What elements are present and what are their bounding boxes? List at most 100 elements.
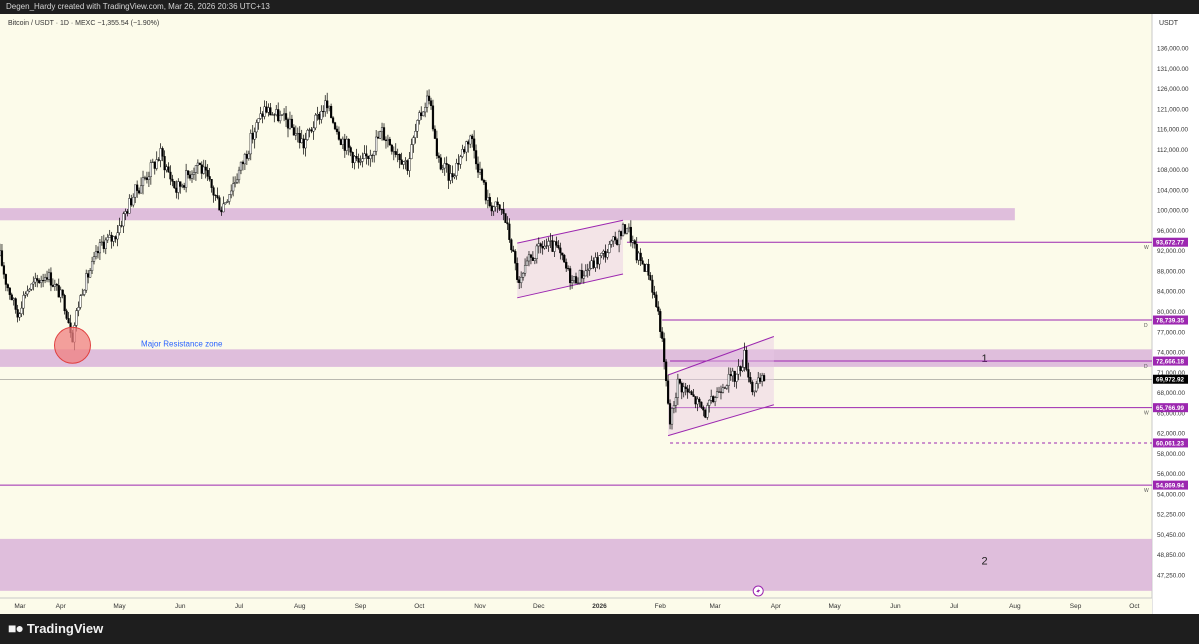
y-tick-label: 84,000.00 <box>1157 289 1186 296</box>
candle-body-110 <box>214 194 217 196</box>
price-axis[interactable]: 136,000.00 131,000.00 126,000.00 121,000.00… <box>1153 46 1189 580</box>
candle-body-220 <box>429 100 433 107</box>
candle-body-65 <box>126 211 129 214</box>
candle-body-377 <box>737 366 740 375</box>
candle-body-139 <box>271 114 274 116</box>
candle-body-141 <box>275 109 278 115</box>
y-tick-label: 54,000.00 <box>1157 491 1186 498</box>
candle-body-333 <box>651 279 654 293</box>
candle-body-211 <box>412 137 415 145</box>
x-tick-label: Mar <box>14 603 26 610</box>
x-tick-label: May <box>828 603 841 610</box>
candle-body-164 <box>320 111 323 120</box>
candle-body-168 <box>328 105 331 109</box>
x-tick-label: Jun <box>890 603 901 610</box>
candle-body-234 <box>457 162 460 165</box>
y-tick-label: 58,000.00 <box>1157 451 1186 458</box>
candle-body-201 <box>392 151 395 153</box>
candle-body-74 <box>143 177 147 179</box>
candle-body-293 <box>572 276 576 281</box>
candle-body-109 <box>212 187 215 196</box>
candle-body-183 <box>357 158 360 163</box>
candle-body-172 <box>335 128 339 133</box>
candle-body-150 <box>292 127 295 136</box>
candle-body-194 <box>378 131 382 139</box>
candle-body-313 <box>612 236 615 242</box>
candle-body-272 <box>531 257 534 261</box>
symbol-line: Bitcoin / USDT · 1D · MEXC −1,355.54 (−1… <box>8 20 159 27</box>
candle-body-185 <box>361 158 364 162</box>
zone-3 <box>0 538 1152 591</box>
candle-body-77 <box>149 162 152 178</box>
candle-body-228 <box>445 163 448 165</box>
x-tick-label: Jul <box>235 603 244 610</box>
tradingview-logo[interactable]: ■● TradingView <box>8 620 103 636</box>
candle-body-127 <box>247 153 250 159</box>
candle-body-373 <box>729 374 732 377</box>
candle-body-329 <box>643 264 646 272</box>
candle-body-182 <box>355 156 358 159</box>
x-tick-label: Oct <box>414 603 424 610</box>
candle-body-79 <box>153 161 156 169</box>
candle-body-88 <box>171 178 174 182</box>
candle-body-320 <box>625 228 629 234</box>
price-axis-background <box>1152 14 1199 614</box>
candle-body-193 <box>377 136 380 139</box>
candle-body-261 <box>510 239 513 251</box>
candle-body-175 <box>341 138 344 145</box>
candle-body-30 <box>57 285 60 298</box>
candle-body-212 <box>414 131 417 138</box>
candle-body-274 <box>535 245 538 259</box>
candle-body-33 <box>63 295 66 312</box>
x-tick-label: Oct <box>1129 603 1139 610</box>
candle-body-294 <box>574 276 578 284</box>
candle-body-75 <box>145 177 149 180</box>
price-level-marker-1: W <box>1144 245 1149 251</box>
candle-body-281 <box>549 240 552 242</box>
candle-body-143 <box>279 115 282 122</box>
x-tick-label: Feb <box>655 603 667 610</box>
price-tag-bg-5 <box>1153 438 1188 448</box>
annotations-layer: Major Resistance zone <box>53 326 764 597</box>
candle-body-257 <box>502 209 505 214</box>
candle-body-23 <box>43 277 47 281</box>
x-tick-label: Dec <box>533 603 545 610</box>
candle-body-39 <box>75 310 78 326</box>
zones-layer: 12 <box>0 208 1152 591</box>
price-tag-bg-1 <box>1153 237 1188 247</box>
candle-body-31 <box>59 289 62 298</box>
x-tick-label: Nov <box>474 603 486 610</box>
candles-layer <box>0 89 766 430</box>
candle-body-306 <box>598 255 601 265</box>
candle-body-116 <box>226 201 229 203</box>
candle-body-87 <box>169 171 172 180</box>
candle-body-210 <box>410 144 413 159</box>
candle-body-156 <box>304 139 307 149</box>
x-tick-label: May <box>113 603 126 610</box>
candle-body-382 <box>747 369 750 378</box>
y-tick-label: 126,000.00 <box>1157 86 1189 93</box>
candle-body-381 <box>745 350 748 370</box>
candle-body-15 <box>28 289 31 292</box>
candle-body-266 <box>520 277 523 284</box>
candle-body-297 <box>580 270 583 279</box>
candle-body-321 <box>627 226 630 229</box>
candle-body-227 <box>443 163 446 169</box>
candle-body-20 <box>38 280 41 283</box>
candle-body-374 <box>731 370 734 377</box>
candle-body-59 <box>114 236 117 240</box>
candle-body-364 <box>712 396 715 402</box>
candle-body-123 <box>239 161 243 171</box>
candle-body-166 <box>324 100 327 112</box>
candle-body-250 <box>488 197 491 206</box>
candle-body-271 <box>529 254 533 258</box>
candle-body-197 <box>384 139 388 141</box>
candle-body-45 <box>87 273 90 278</box>
candle-body-187 <box>365 153 368 157</box>
candle-body-277 <box>541 246 544 249</box>
candle-body-133 <box>259 113 262 119</box>
time-axis[interactable]: Mar Apr May Jun Jul Aug Sep Oct Nov Dec 2026 Feb Mar… <box>14 603 1139 610</box>
candle-body-370 <box>723 387 726 389</box>
x-tick-label: Aug <box>1009 603 1021 610</box>
